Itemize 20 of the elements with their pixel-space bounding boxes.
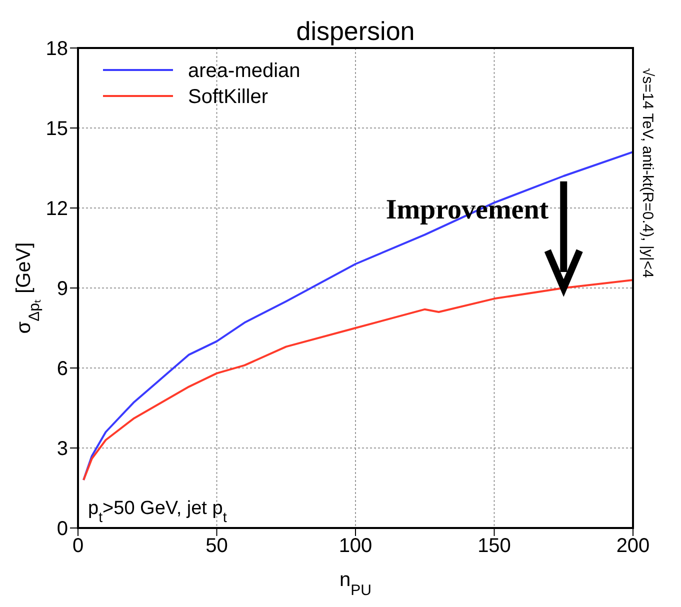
- y-tick-label: 9: [56, 278, 68, 300]
- line-series: [82, 279, 633, 481]
- legend-label: area-median: [188, 60, 300, 82]
- chart-title: dispersion: [296, 16, 415, 46]
- y-tick-label: 15: [46, 118, 68, 140]
- y-tick-label: 18: [46, 38, 68, 60]
- y-tick-label: 0: [56, 518, 68, 540]
- x-tick-label: 0: [72, 535, 84, 558]
- y-tick-label: 12: [46, 198, 68, 220]
- legend-label: SoftKiller: [188, 86, 268, 108]
- x-axis-title: n$_{PU}$: [340, 569, 372, 598]
- y-tick-label: 3: [56, 438, 68, 460]
- line-series: [82, 151, 633, 481]
- x-tick-label: 200: [616, 535, 650, 558]
- annotation: p$_{t}$>50 GeV, jet p$_{t}$: [88, 498, 227, 526]
- text: √s=14 TeV, anti-kt(R=0.4), |y|<4: [639, 68, 656, 278]
- x-tick-label: 150: [478, 535, 511, 558]
- x-tick-label: 50: [206, 535, 228, 558]
- y-tick-label: 6: [56, 358, 68, 380]
- x-tick-label: 100: [338, 535, 372, 558]
